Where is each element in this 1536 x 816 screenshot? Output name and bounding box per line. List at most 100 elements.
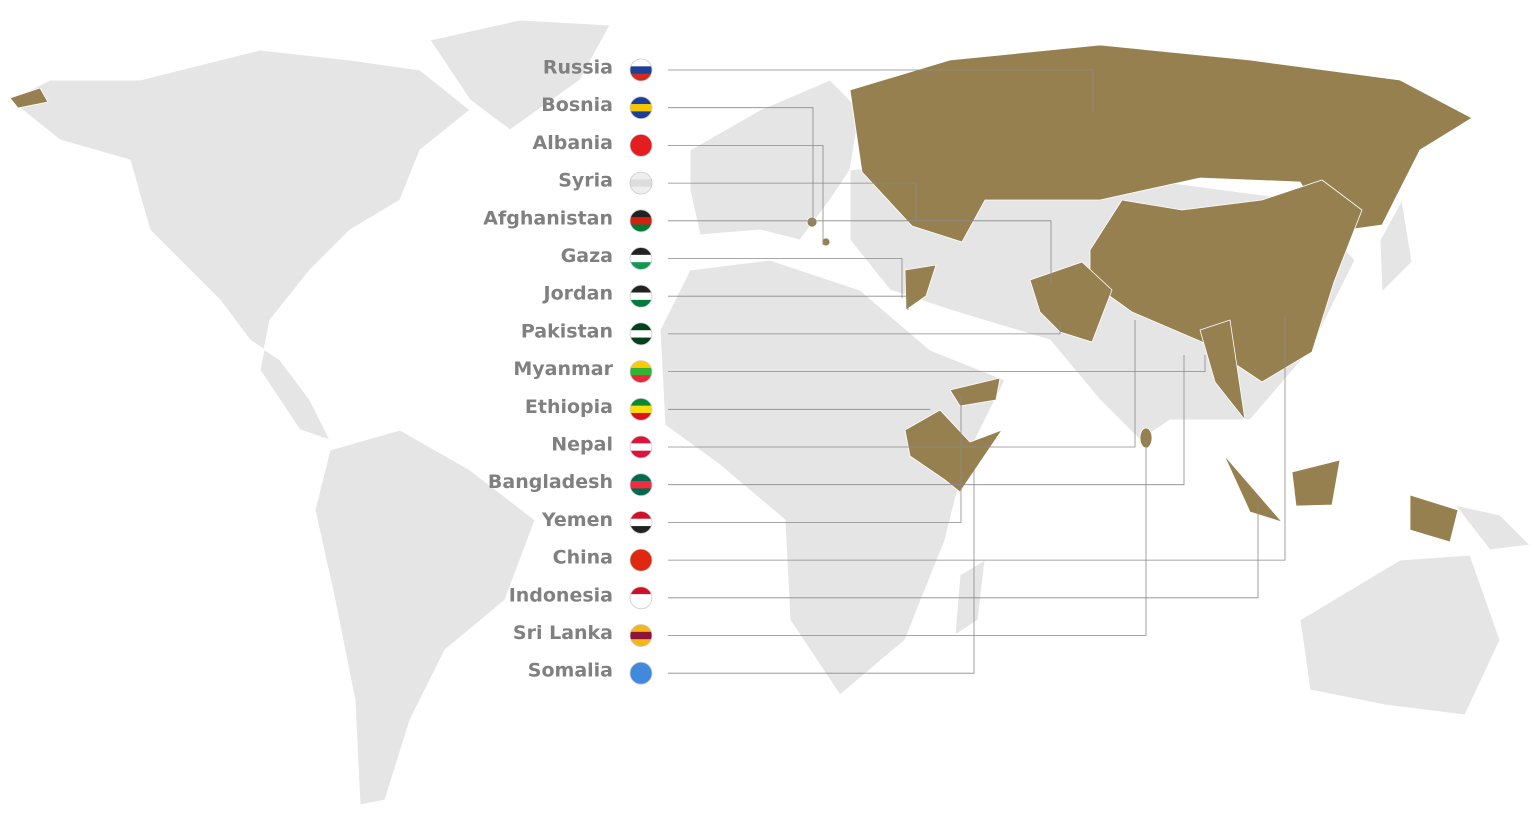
flag-border [629, 586, 653, 610]
flag-stripe [630, 594, 652, 602]
flag [630, 662, 652, 685]
flag-border [629, 511, 653, 534]
country-row: Myanmar [513, 355, 1206, 384]
country-row: Sri Lanka [513, 440, 1147, 647]
country-label: Indonesia [509, 584, 613, 606]
flag-stripe [630, 209, 652, 218]
flag [630, 436, 652, 458]
country-row: China [553, 315, 1286, 572]
country-label: Albania [533, 132, 614, 154]
leader-line [668, 258, 903, 298]
flag-stripe [630, 59, 652, 67]
flag-stripe [630, 134, 652, 143]
flag-stripe [630, 367, 652, 376]
flag-stripe [630, 262, 652, 270]
leader-line [668, 355, 1206, 373]
flag-stripe [630, 488, 652, 496]
country-row: Russia [543, 57, 1094, 113]
flag-stripe [630, 676, 652, 685]
country-label: Russia [543, 57, 613, 79]
country-label: Afghanistan [483, 207, 613, 229]
flag [630, 59, 652, 81]
flag-stripe [630, 360, 652, 369]
flag-border [629, 58, 653, 82]
country-label: China [553, 547, 613, 569]
flag-border [629, 322, 653, 346]
leader-line [668, 315, 1286, 561]
flag-stripe [630, 299, 652, 308]
flag [630, 172, 652, 195]
country-row: Syria [558, 170, 917, 222]
country-row: Somalia [528, 470, 975, 685]
flag-stripe [630, 141, 652, 150]
flag-stripe [630, 549, 652, 557]
country-row: Pakistan [521, 320, 1061, 346]
country-row: Bosnia [541, 94, 814, 225]
country-row: Albania [533, 132, 824, 245]
flag-border [629, 284, 653, 308]
country-row: Indonesia [509, 500, 1259, 610]
country-label: Myanmar [513, 358, 613, 380]
country-label: Gaza [561, 245, 613, 267]
flag-border [629, 473, 653, 497]
flag-stripe [630, 511, 652, 520]
flag-border [629, 133, 653, 157]
flag [630, 322, 652, 345]
leader-line [668, 144, 824, 245]
flag-border [629, 96, 653, 120]
country-label: Nepal [551, 434, 613, 456]
flag [630, 360, 652, 383]
leader-line [668, 440, 1147, 636]
flag-border [629, 661, 653, 685]
leader-line [668, 69, 1094, 113]
country-row: Bangladesh [488, 355, 1185, 497]
flag [630, 285, 652, 308]
flag [630, 586, 652, 609]
leader-line [668, 182, 917, 222]
flag-stripe [630, 66, 652, 75]
flag-stripe [630, 179, 652, 188]
flag-stripe [630, 631, 652, 640]
flag-stripe [630, 436, 652, 444]
country-labels: Russia Bosnia Albania Syria Afghanistan Gaza J… [483, 57, 1286, 685]
flag-border [629, 397, 653, 421]
highlighted-countries [9, 44, 1473, 543]
flag-stripe [630, 556, 652, 565]
country-label: Bangladesh [488, 471, 613, 493]
leader-line [668, 395, 962, 523]
country-row: Yemen [541, 395, 962, 534]
flag [630, 398, 652, 421]
flag [630, 473, 652, 496]
flag-stripe [630, 247, 652, 256]
leader-line [668, 220, 1052, 285]
flag-stripe [630, 217, 652, 225]
flag-stripe [630, 186, 652, 195]
flag-border [629, 624, 653, 647]
country-row: Jordan [542, 283, 909, 310]
country-label: Jordan [542, 283, 613, 305]
country-row: Gaza [561, 245, 903, 298]
flag [630, 247, 652, 270]
flag-stripe [630, 149, 652, 157]
flag-stripe [630, 96, 652, 105]
flag [630, 134, 652, 157]
flag-stripe [630, 639, 652, 647]
flag-stripe [630, 450, 652, 458]
flag-border [629, 435, 653, 459]
flag [630, 511, 652, 534]
leader-line [668, 107, 814, 225]
flag-stripe [630, 526, 652, 534]
flag-border [629, 247, 653, 270]
leader-line [668, 295, 909, 310]
flag-stripe [630, 662, 652, 671]
flag-stripe [630, 172, 652, 180]
flag-stripe [630, 586, 652, 595]
country-label: Syria [558, 170, 613, 192]
leader-line [668, 500, 1259, 599]
flag-stripe [630, 111, 652, 119]
flag-border [629, 360, 653, 384]
country-label: Ethiopia [525, 396, 613, 418]
country-label: Somalia [528, 660, 613, 682]
flag-stripe [630, 224, 652, 232]
flag-stripe [630, 481, 652, 489]
